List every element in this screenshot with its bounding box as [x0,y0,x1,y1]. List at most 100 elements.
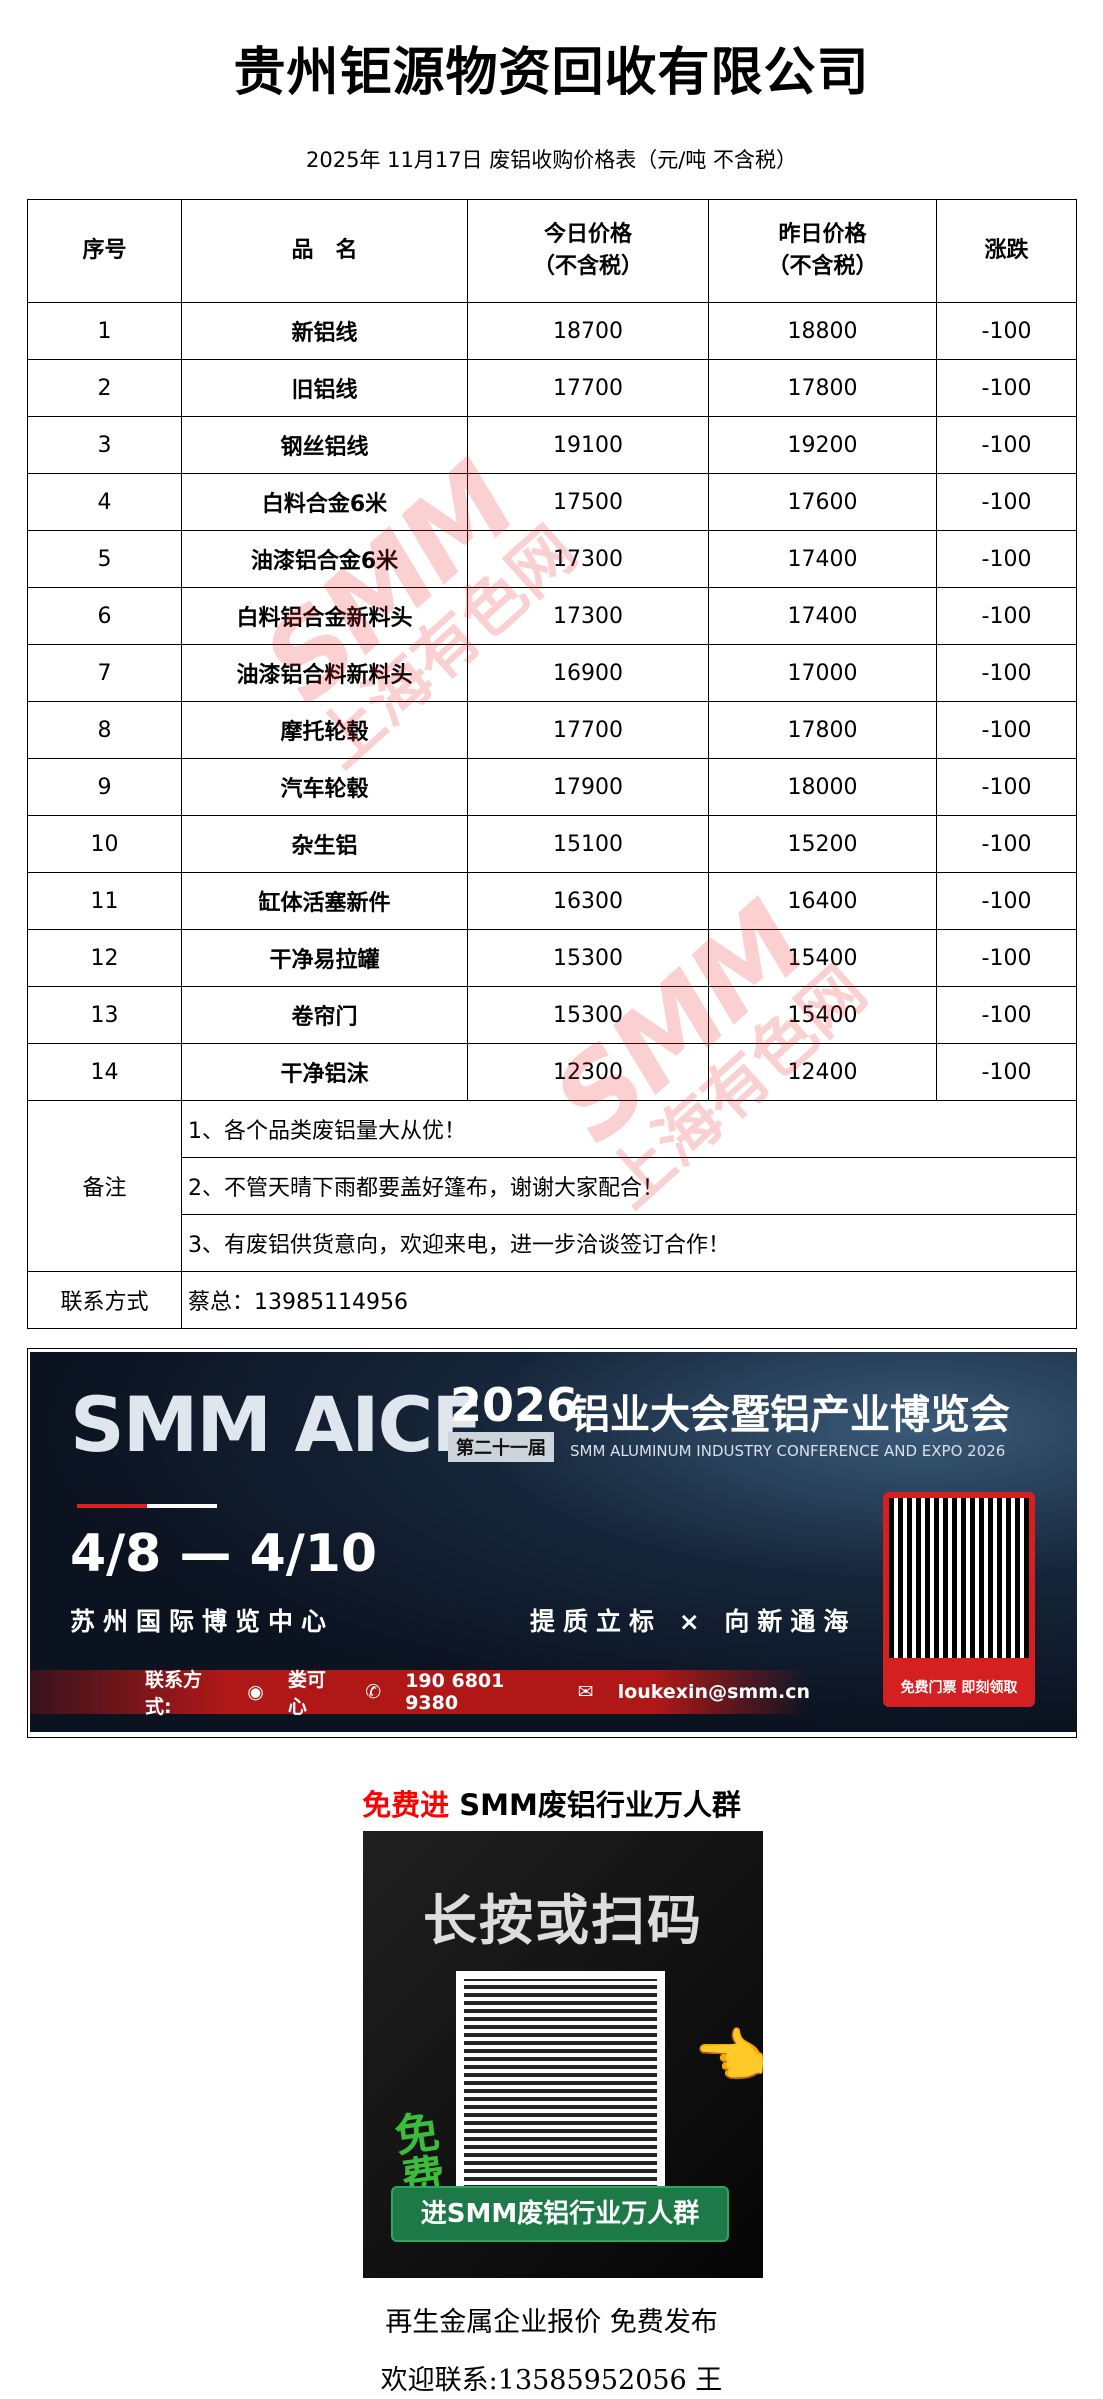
row-yesterday-price: 15400 [708,929,937,987]
banner-contact-strip: 联系方式: ◉ 娄可心 ✆ 190 6801 9380 ✉ loukexin@smm.… [30,1669,810,1718]
table-row: 5 油漆铝合金6米 17300 17400 -100 [27,530,1077,588]
row-index: 5 [27,530,182,588]
qr-label: 免费门票 即刻领取 [900,1680,1018,1696]
row-today-price: 12300 [467,1043,709,1101]
row-today-price: 17700 [467,701,709,759]
ticket-qr-box[interactable]: 免费门票 即刻领取 [883,1492,1035,1707]
row-yesterday-price: 17400 [708,587,937,645]
banner-edition: 第二十一届 [448,1432,554,1462]
footer-line-2: 欢迎联系:13585952056 王 [380,2365,723,2396]
row-change: -100 [936,815,1077,873]
row-name: 白料合金6米 [181,473,468,531]
banner-year: 2026 [450,1378,579,1432]
table-row: 7 油漆铝合料新料头 16900 17000 -100 [27,644,1077,702]
banner-email[interactable]: loukexin@smm.cn [617,1681,810,1703]
row-change: -100 [936,1043,1077,1101]
banner-title-en: SMM ALUMINUM INDUSTRY CONFERENCE AND EXP… [570,1442,1006,1460]
smm-aice-banner[interactable]: SMM AICE 2026 第二十一届 铝业大会暨铝产业博览会 SMM ALUM… [30,1352,1077,1732]
row-index: 11 [27,872,182,930]
header-change: 涨跌 [936,199,1077,303]
group-qr-code-icon [456,1971,665,2221]
row-name: 新铝线 [181,302,468,360]
table-header-row: 序号 品 名 今日价格 （不含税） 昨日价格 （不含税） 涨跌 [27,199,1077,303]
price-table: 序号 品 名 今日价格 （不含税） 昨日价格 （不含税） 涨跌 1 新铝线 18700 1… [27,199,1077,1329]
row-today-price: 19100 [467,416,709,474]
banner-contact-label: 联系方式: [145,1669,203,1718]
qr-code-icon [889,1498,1029,1658]
poster-headline: 长按或扫码 [423,1889,703,1952]
row-name: 白料铝合金新料头 [181,587,468,645]
row-yesterday-price: 15400 [708,986,937,1044]
row-yesterday-price: 15200 [708,815,937,873]
divider [147,1504,217,1508]
row-name: 油漆铝合料新料头 [181,644,468,702]
row-today-price: 16900 [467,644,709,702]
row-index: 2 [27,359,182,417]
join-group-button[interactable]: 进SMM废铝行业万人群 [391,2186,729,2242]
row-index: 6 [27,587,182,645]
notes-label: 备注 [27,1100,182,1272]
row-yesterday-price: 18800 [708,302,937,360]
header-name: 品 名 [181,199,468,303]
banner-brand: SMM AICE [70,1380,483,1469]
company-title: 贵州钜源物资回收有限公司 [233,43,870,103]
table-row: 10 杂生铝 15100 15200 -100 [27,815,1077,873]
banner-title-cn: 铝业大会暨铝产业博览会 [570,1392,1010,1438]
row-yesterday-price: 12400 [708,1043,937,1101]
header-today: 今日价格 （不含税） [467,199,709,303]
row-change: -100 [936,416,1077,474]
table-row: 12 干净易拉罐 15300 15400 -100 [27,929,1077,987]
row-name: 缸体活塞新件 [181,872,468,930]
table-row: 9 汽车轮毂 17900 18000 -100 [27,758,1077,816]
row-index: 1 [27,302,182,360]
row-name: 旧铝线 [181,359,468,417]
row-index: 12 [27,929,182,987]
row-today-price: 16300 [467,872,709,930]
row-change: -100 [936,701,1077,759]
row-today-price: 15300 [467,929,709,987]
table-row: 2 旧铝线 17700 17800 -100 [27,359,1077,417]
row-index: 8 [27,701,182,759]
divider [77,1504,147,1508]
banner-contact-name: 娄可心 [287,1669,326,1718]
contact-value: 蔡总：13985114956 [181,1271,1077,1329]
row-yesterday-price: 17800 [708,359,937,417]
row-yesterday-price: 17600 [708,473,937,531]
contact-label: 联系方式 [27,1271,182,1329]
row-change: -100 [936,302,1077,360]
footer-line-1: 再生金属企业报价 免费发布 [385,2307,718,2338]
row-today-price: 17300 [467,530,709,588]
table-row: 1 新铝线 18700 18800 -100 [27,302,1077,360]
table-row: 11 缸体活塞新件 16300 16400 -100 [27,872,1077,930]
header-yesterday: 昨日价格 （不含税） [708,199,937,303]
row-name: 钢丝铝线 [181,416,468,474]
row-index: 3 [27,416,182,474]
table-row: 8 摩托轮毂 17700 17800 -100 [27,701,1077,759]
banner-phone: 190 6801 9380 [405,1670,505,1714]
table-row: 4 白料合金6米 17500 17600 -100 [27,473,1077,531]
group-qr-poster[interactable]: 长按或扫码 免费 👈 进SMM废铝行业万人群 [363,1831,768,2278]
row-yesterday-price: 17800 [708,701,937,759]
row-change: -100 [936,872,1077,930]
row-change: -100 [936,929,1077,987]
row-today-price: 17300 [467,587,709,645]
table-row: 6 白料铝合金新料头 17300 17400 -100 [27,587,1077,645]
group-heading: 免费进 SMM废铝行业万人群 [362,1788,741,1822]
banner-dates: 4/8 — 4/10 [70,1524,378,1584]
row-index: 7 [27,644,182,702]
row-index: 9 [27,758,182,816]
row-name: 杂生铝 [181,815,468,873]
row-yesterday-price: 16400 [708,872,937,930]
person-icon: ◉ [247,1681,264,1703]
row-name: 干净易拉罐 [181,929,468,987]
row-change: -100 [936,530,1077,588]
row-today-price: 15300 [467,986,709,1044]
pointing-hand-icon: 👈 [693,2022,768,2092]
mail-icon: ✉ [577,1681,594,1703]
row-change: -100 [936,644,1077,702]
contact-row: 联系方式 蔡总：13985114956 [27,1271,1077,1329]
row-today-price: 18700 [467,302,709,360]
row-today-price: 15100 [467,815,709,873]
table-row: 14 干净铝沫 12300 12400 -100 [27,1043,1077,1101]
banner-slogan: 提质立标 × 向新通海 [530,1607,857,1636]
